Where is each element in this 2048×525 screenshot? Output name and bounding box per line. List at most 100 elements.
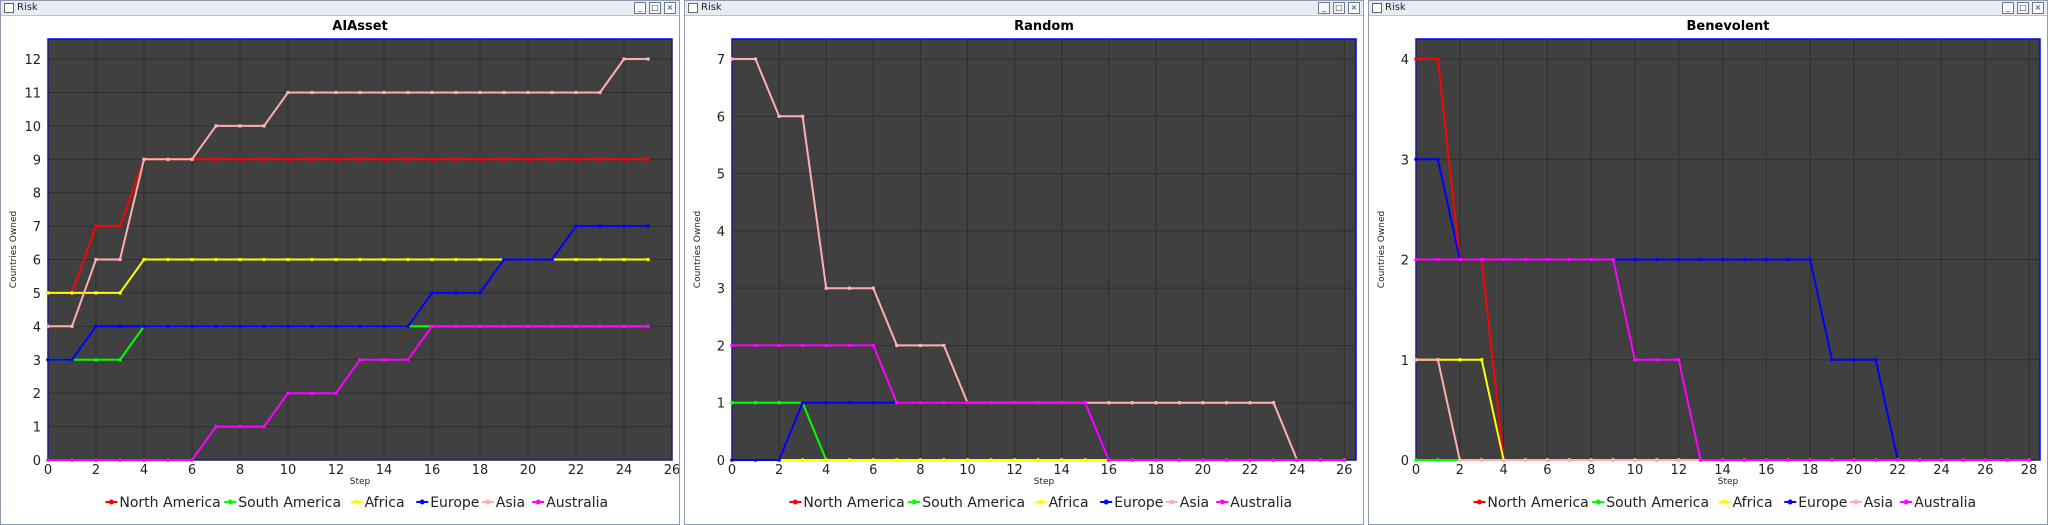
window-titlebar[interactable]: Risk _ □ × [1369, 1, 2047, 16]
data-point [286, 391, 290, 396]
legend-marker [1103, 499, 1109, 505]
data-point [526, 257, 530, 262]
minimize-icon[interactable]: _ [634, 2, 646, 14]
data-point [1720, 458, 1725, 462]
data-point [777, 458, 781, 462]
data-point [1083, 400, 1087, 405]
x-tick-label: 14 [1053, 463, 1070, 478]
data-point [1059, 400, 1064, 405]
legend-item-north-america: North America [105, 495, 221, 511]
plot-area [1415, 38, 2041, 461]
x-tick-label: 22 [1889, 463, 1906, 478]
y-axis-label: Countries Owned [1377, 211, 1387, 288]
data-point [847, 343, 852, 348]
legend-marker [1903, 499, 1909, 505]
data-point [454, 90, 458, 95]
data-point [1545, 458, 1550, 462]
legend-marker [1038, 499, 1044, 505]
restore-icon[interactable]: □ [1333, 2, 1345, 14]
data-point [989, 400, 993, 405]
window-titlebar[interactable]: Risk _ □ × [685, 1, 1363, 16]
x-tick-label: 18 [472, 463, 489, 478]
x-tick-label: 4 [140, 463, 148, 478]
series-line [48, 225, 648, 361]
data-point [358, 358, 362, 362]
data-point [1764, 458, 1769, 462]
x-tick-label: 4 [1499, 463, 1507, 478]
x-tick-label: 6 [869, 463, 877, 478]
data-point [942, 458, 946, 462]
data-point [847, 458, 852, 462]
data-point [94, 458, 98, 462]
chart-title: Benevolent [1687, 19, 1770, 34]
legend-item-north-america: North America [789, 495, 905, 511]
legend-item-south-america: South America [224, 495, 341, 511]
data-point [753, 57, 758, 61]
data-point [70, 458, 74, 462]
legend-item-australia: Australia [1900, 495, 1976, 511]
data-point [46, 358, 50, 362]
y-axis-label: Countries Owned [693, 211, 703, 288]
data-point [1154, 400, 1158, 405]
grid [1415, 39, 2040, 461]
minimize-icon[interactable]: _ [1318, 2, 1330, 14]
y-tick-label: 4 [33, 320, 41, 335]
data-point [847, 286, 852, 291]
minimize-icon[interactable]: _ [2002, 2, 2014, 14]
y-tick-label: 9 [33, 153, 41, 168]
data-point [166, 458, 170, 462]
x-tick-label: 4 [822, 463, 830, 478]
data-point [622, 324, 626, 329]
y-axis-label: Countries Owned [9, 211, 19, 288]
legend-marker [1169, 499, 1175, 505]
data-point [1479, 257, 1484, 262]
x-tick-label: 18 [1802, 463, 1819, 478]
data-point [918, 458, 923, 462]
x-tick-label: 16 [1758, 463, 1775, 478]
data-point [286, 90, 290, 95]
y-tick-label: 7 [717, 53, 725, 68]
y-tick-label: 3 [717, 282, 725, 297]
data-point [238, 124, 242, 128]
close-icon[interactable]: × [1348, 2, 1360, 14]
data-point [166, 324, 170, 329]
close-icon[interactable]: × [2032, 2, 2044, 14]
data-point [1436, 257, 1440, 262]
data-point [238, 324, 242, 329]
restore-icon[interactable]: □ [2017, 2, 2029, 14]
data-point [1633, 257, 1637, 262]
data-point [238, 157, 242, 162]
data-point [777, 400, 781, 405]
x-tick-label: 20 [520, 463, 537, 478]
window-titlebar[interactable]: Risk _ □ × [1, 1, 679, 16]
y-tick-label: 8 [33, 187, 41, 202]
data-point [262, 257, 266, 262]
legend-marker [1787, 499, 1793, 505]
series-australia [1414, 257, 2031, 462]
data-point [478, 324, 482, 329]
data-point [1589, 257, 1593, 262]
legend-label: Asia [496, 495, 525, 511]
window-app-icon [4, 3, 14, 13]
restore-icon[interactable]: □ [649, 2, 661, 14]
data-point [1655, 358, 1659, 362]
x-tick-label: 20 [1195, 463, 1212, 478]
data-point [800, 458, 805, 462]
data-point [334, 391, 338, 396]
window-benevolent: Risk _ □ × Benevolent 0 2 4 6 8 10 12 14 16 18 20 22… [1368, 0, 2048, 525]
data-point [824, 286, 828, 291]
data-point [94, 324, 98, 329]
legend-label: Asia [1864, 495, 1893, 511]
legend-item-europe: Europe [1784, 495, 1847, 511]
close-icon[interactable]: × [664, 2, 676, 14]
y-tick-label: 4 [717, 225, 725, 240]
x-tick-label: 22 [1242, 463, 1259, 478]
data-point [1917, 458, 1922, 462]
legend: North America South America Africa Europe As… [105, 495, 608, 511]
x-tick-label: 24 [616, 463, 633, 478]
data-point [871, 286, 876, 291]
data-point [406, 157, 410, 162]
series-line [48, 325, 648, 461]
data-point [1271, 400, 1276, 405]
data-point [942, 343, 946, 348]
